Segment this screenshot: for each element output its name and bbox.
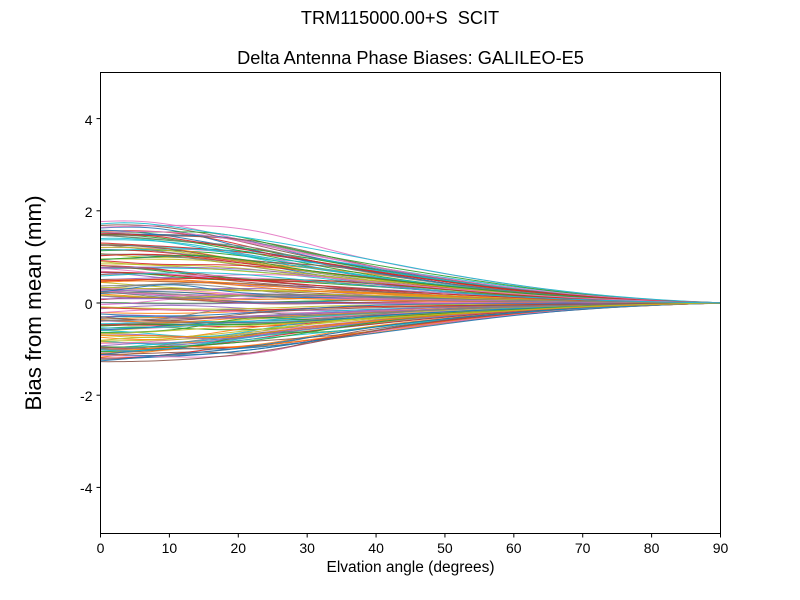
svg-text:Bias from mean (mm): Bias from mean (mm) <box>21 195 46 410</box>
